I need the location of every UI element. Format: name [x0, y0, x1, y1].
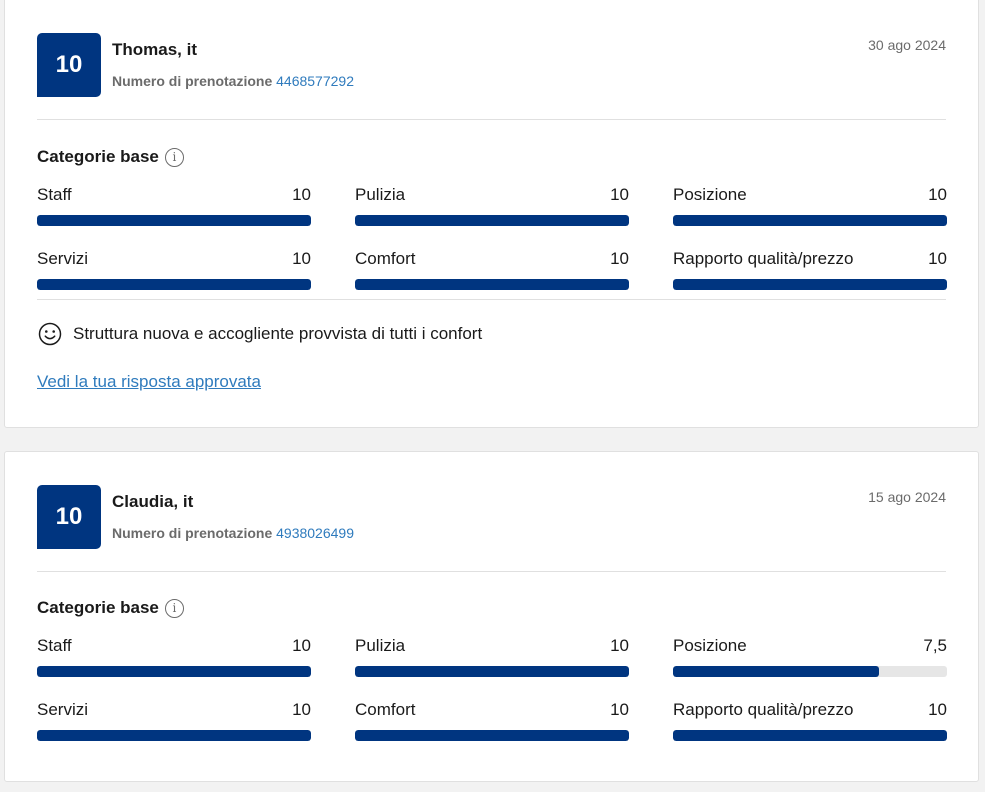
- score-bar-fill: [355, 730, 629, 741]
- score-bar-fill: [673, 666, 879, 677]
- review-date: 30 ago 2024: [868, 37, 946, 53]
- category-label: Rapporto qualità/prezzo: [673, 249, 854, 269]
- score-bar: [673, 730, 947, 741]
- category-score: 10: [292, 636, 311, 656]
- score-bar: [673, 666, 947, 677]
- category-score: 10: [928, 185, 947, 205]
- review-comment: Struttura nuova e accogliente provvista …: [37, 321, 482, 347]
- category-staff: Staff 10: [37, 185, 311, 231]
- info-icon[interactable]: i: [165, 599, 184, 618]
- categories-title: Categorie base i: [37, 147, 184, 167]
- divider: [37, 119, 946, 120]
- score-bar-fill: [37, 215, 311, 226]
- score-bar-fill: [37, 666, 311, 677]
- score-badge: 10: [37, 33, 101, 97]
- score-bar: [673, 279, 947, 290]
- smile-icon: [37, 321, 63, 347]
- category-label: Pulizia: [355, 636, 405, 656]
- review-date: 15 ago 2024: [868, 489, 946, 505]
- category-staff: Staff 10: [37, 636, 311, 682]
- category-rapporto: Rapporto qualità/prezzo 10: [673, 249, 947, 295]
- category-score: 10: [610, 700, 629, 720]
- review-header: 10 Thomas, it Numero di prenotazione 446…: [37, 33, 946, 99]
- categories-title: Categorie base i: [37, 598, 184, 618]
- booking-line: Numero di prenotazione 4938026499: [112, 525, 354, 541]
- review-header: 10 Claudia, it Numero di prenotazione 49…: [37, 485, 946, 551]
- divider: [37, 299, 946, 300]
- score-bar: [37, 279, 311, 290]
- category-label: Servizi: [37, 700, 88, 720]
- score-bar-fill: [37, 730, 311, 741]
- view-approved-reply-link[interactable]: Vedi la tua risposta approvata: [37, 372, 261, 392]
- score-bar: [37, 215, 311, 226]
- score-bar-fill: [673, 215, 947, 226]
- category-score: 10: [292, 249, 311, 269]
- booking-number-link[interactable]: 4468577292: [276, 73, 354, 89]
- category-label: Servizi: [37, 249, 88, 269]
- score-bar: [37, 730, 311, 741]
- info-icon[interactable]: i: [165, 148, 184, 167]
- comment-text: Struttura nuova e accogliente provvista …: [73, 324, 482, 344]
- category-score: 10: [610, 185, 629, 205]
- category-score: 7,5: [923, 636, 947, 656]
- category-label: Rapporto qualità/prezzo: [673, 700, 854, 720]
- category-pulizia: Pulizia 10: [355, 185, 629, 231]
- score-bar: [673, 215, 947, 226]
- score-bar-fill: [673, 279, 947, 290]
- booking-label: Numero di prenotazione: [112, 525, 272, 541]
- category-score: 10: [292, 700, 311, 720]
- score-bar-fill: [37, 279, 311, 290]
- category-servizi: Servizi 10: [37, 249, 311, 295]
- score-bar-fill: [355, 215, 629, 226]
- categories-title-text: Categorie base: [37, 147, 159, 167]
- score-bar: [355, 279, 629, 290]
- category-label: Posizione: [673, 185, 747, 205]
- booking-number-link[interactable]: 4938026499: [276, 525, 354, 541]
- divider: [37, 571, 946, 572]
- score-bar-fill: [355, 279, 629, 290]
- score-bar-fill: [355, 666, 629, 677]
- score-bar: [37, 666, 311, 677]
- category-label: Comfort: [355, 249, 415, 269]
- score-bar-fill: [673, 730, 947, 741]
- reviewer-name: Claudia, it: [112, 492, 193, 512]
- review-card: 10 Claudia, it Numero di prenotazione 49…: [4, 451, 979, 782]
- category-score: 10: [292, 185, 311, 205]
- booking-line: Numero di prenotazione 4468577292: [112, 73, 354, 89]
- booking-label: Numero di prenotazione: [112, 73, 272, 89]
- categories-title-text: Categorie base: [37, 598, 159, 618]
- category-label: Posizione: [673, 636, 747, 656]
- score-bar: [355, 215, 629, 226]
- score-badge: 10: [37, 485, 101, 549]
- category-rapporto: Rapporto qualità/prezzo 10: [673, 700, 947, 746]
- category-score: 10: [610, 636, 629, 656]
- score-bar: [355, 730, 629, 741]
- category-label: Comfort: [355, 700, 415, 720]
- reviewer-name: Thomas, it: [112, 40, 197, 60]
- category-score: 10: [928, 249, 947, 269]
- category-score: 10: [610, 249, 629, 269]
- category-label: Staff: [37, 185, 72, 205]
- category-posizione: Posizione 10: [673, 185, 947, 231]
- category-comfort: Comfort 10: [355, 700, 629, 746]
- review-card: 10 Thomas, it Numero di prenotazione 446…: [4, 0, 979, 428]
- category-comfort: Comfort 10: [355, 249, 629, 295]
- category-pulizia: Pulizia 10: [355, 636, 629, 682]
- category-label: Staff: [37, 636, 72, 656]
- category-posizione: Posizione 7,5: [673, 636, 947, 682]
- category-servizi: Servizi 10: [37, 700, 311, 746]
- category-label: Pulizia: [355, 185, 405, 205]
- score-bar: [355, 666, 629, 677]
- category-score: 10: [928, 700, 947, 720]
